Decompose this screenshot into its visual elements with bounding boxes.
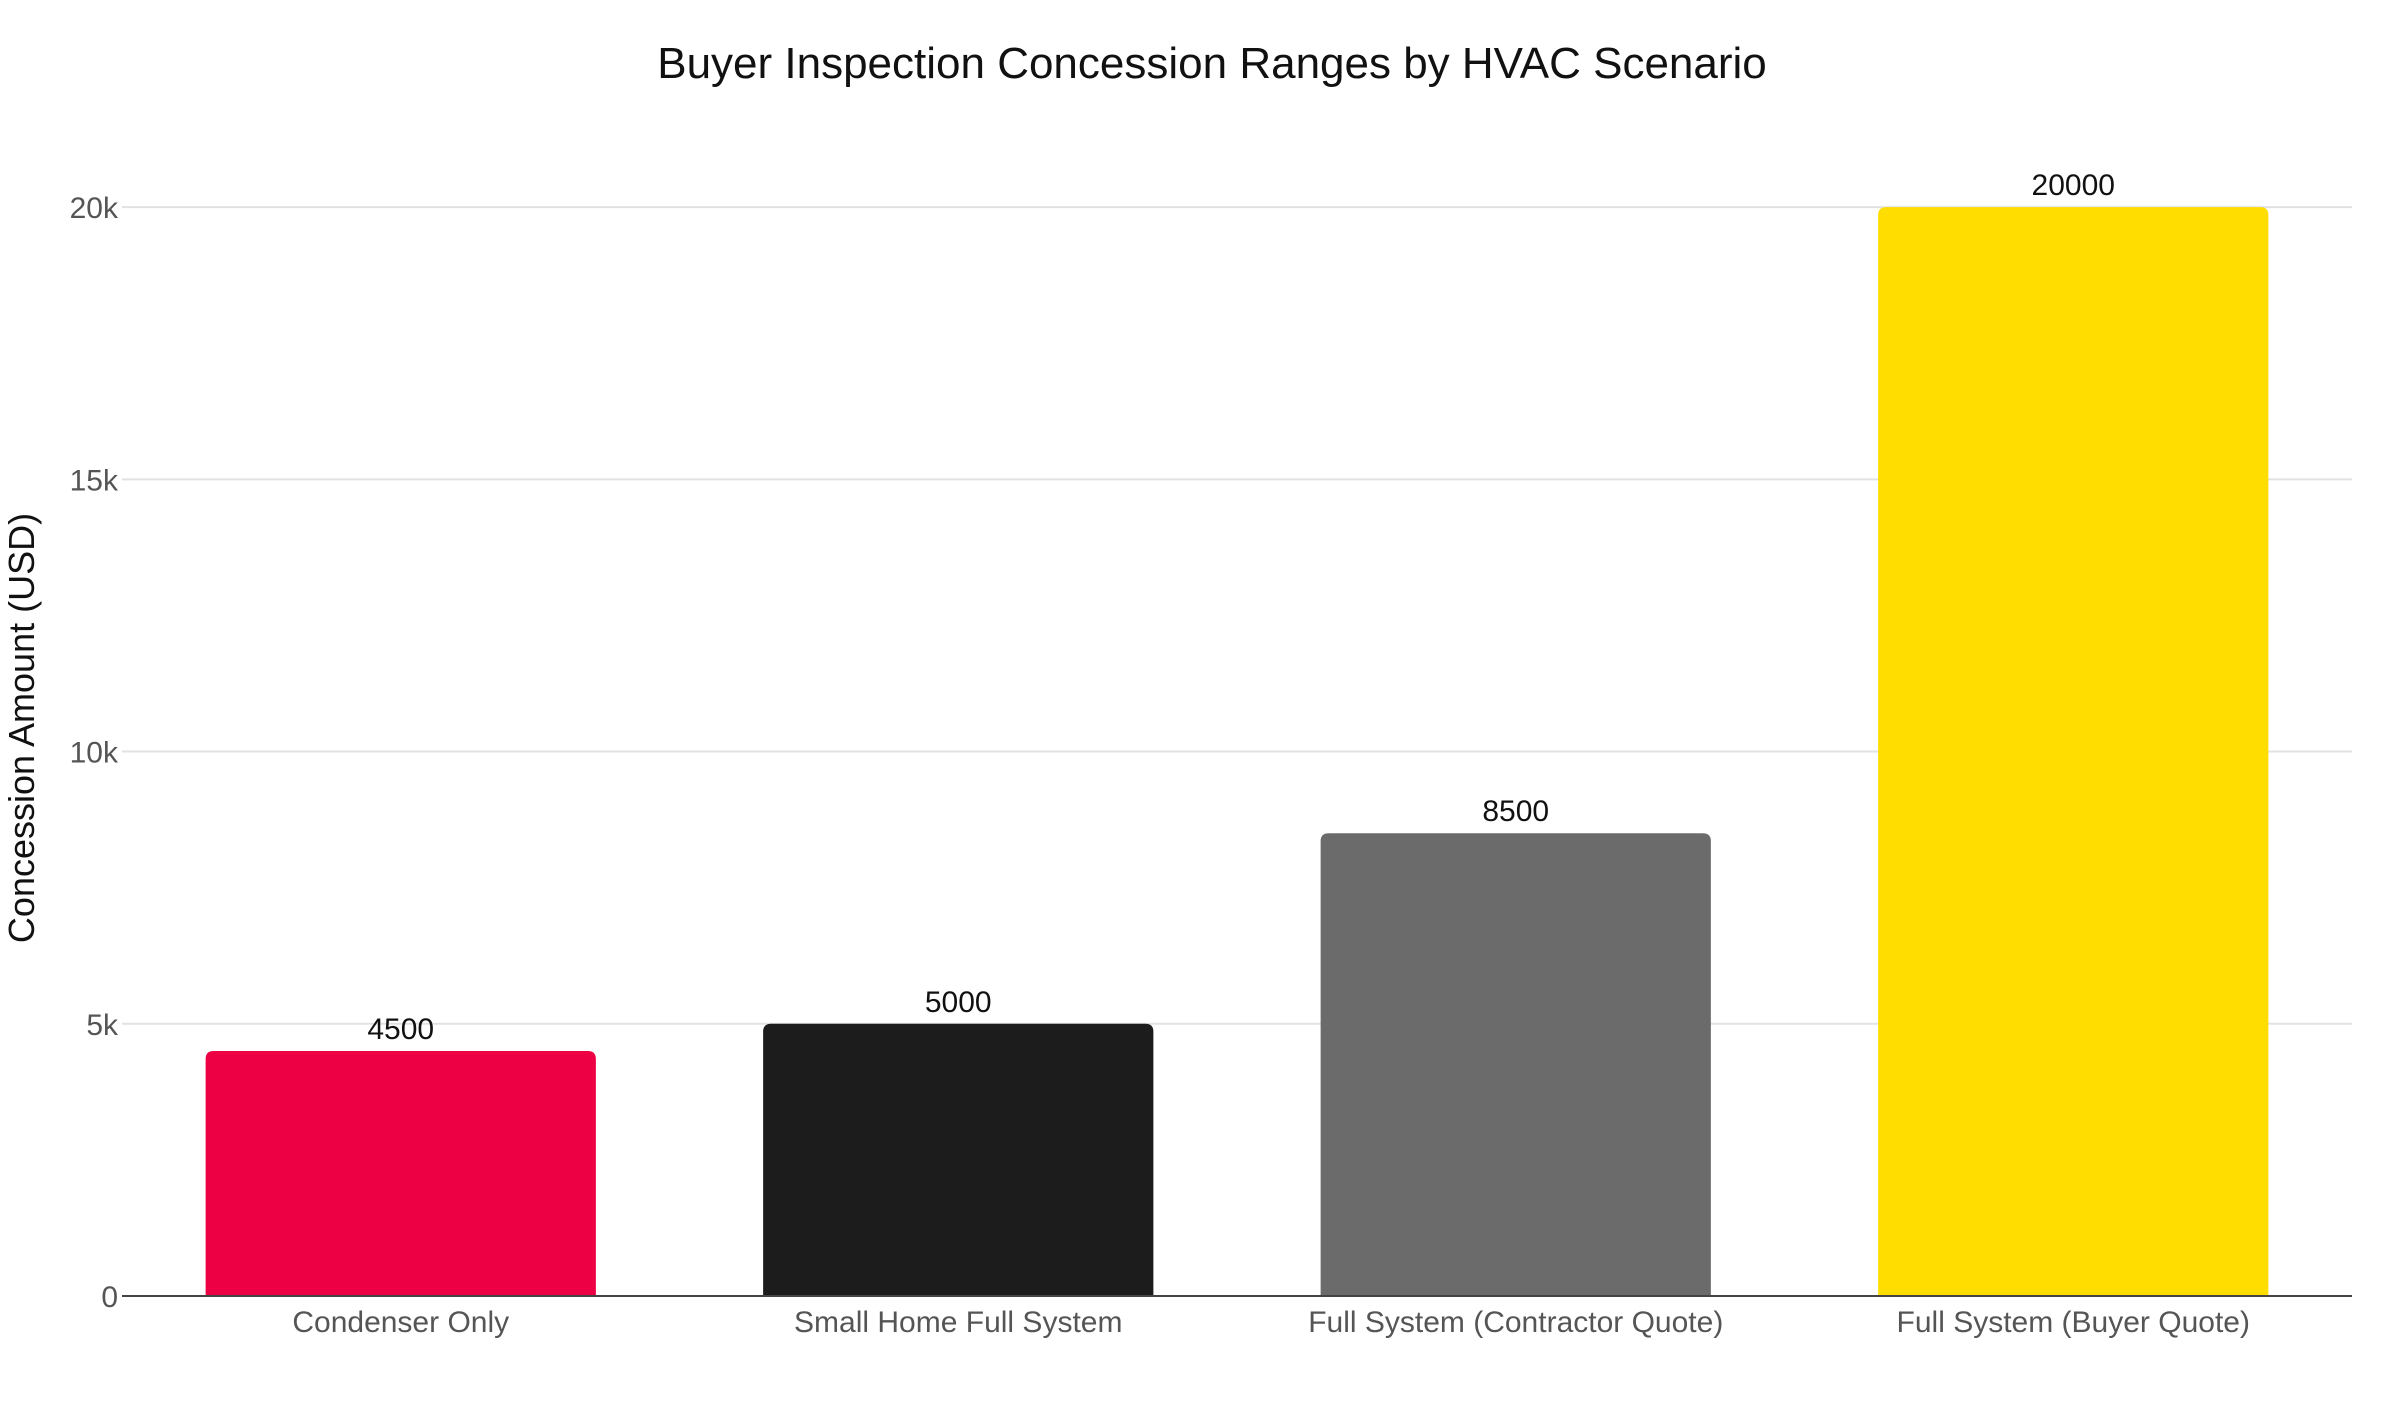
y-tick-labels: 0 5k 10k 15k 20k (70, 192, 119, 1314)
data-label: 20000 (2032, 169, 2115, 202)
chart-title: Buyer Inspection Concession Ranges by HV… (657, 39, 1767, 88)
y-tick-label: 15k (70, 464, 119, 497)
x-tick-label: Condenser Only (292, 1306, 509, 1339)
bar (1878, 207, 2269, 1297)
x-tick-label: Small Home Full System (794, 1306, 1122, 1339)
bar (205, 1051, 596, 1296)
x-tick-labels: Condenser Only Small Home Full System Full… (292, 1306, 2250, 1339)
y-tick-label: 5k (86, 1009, 119, 1042)
x-tick-label: Full System (Contractor Quote) (1308, 1306, 1723, 1339)
x-tick-label: Full System (Buyer Quote) (1897, 1306, 2250, 1339)
y-axis-label: Concession Amount (USD) (1, 513, 42, 943)
y-tick-label: 10k (70, 737, 119, 770)
data-labels: 4500 5000 8500 20000 (367, 169, 2115, 1046)
bar (763, 1023, 1154, 1296)
bars (205, 207, 2269, 1297)
data-label: 8500 (1482, 795, 1549, 828)
bar (1320, 833, 1711, 1296)
data-label: 4500 (367, 1013, 434, 1046)
y-tick-label: 20k (70, 192, 119, 225)
y-tick-label: 0 (101, 1281, 118, 1314)
data-label: 5000 (925, 986, 992, 1019)
